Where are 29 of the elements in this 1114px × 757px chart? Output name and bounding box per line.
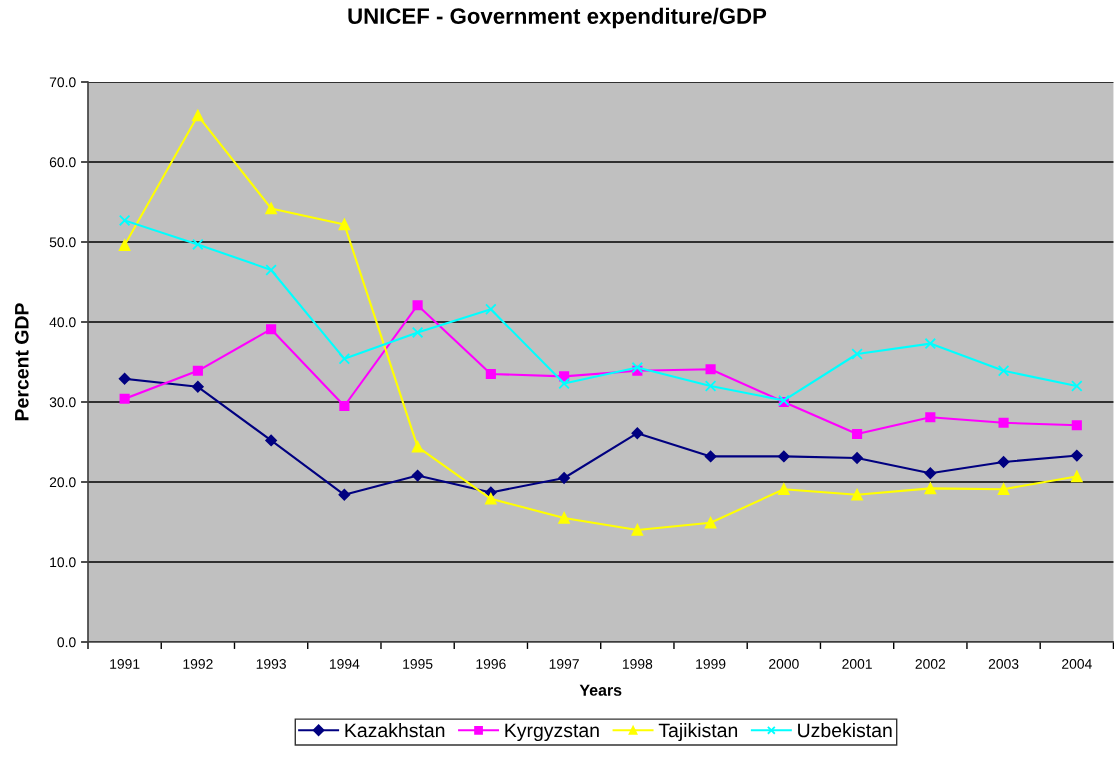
y-tick-label: 30.0 — [49, 397, 76, 408]
y-tick-label: 50.0 — [49, 237, 76, 248]
legend-label: Tajikistan — [658, 722, 738, 742]
x-tick-label: 1994 — [329, 659, 360, 669]
y-tick-label: 40.0 — [49, 317, 76, 328]
y-tick-label: 70.0 — [49, 77, 76, 88]
y-tick-label: 0.0 — [57, 637, 76, 648]
y-tick-label: 10.0 — [50, 557, 76, 568]
legend-label: Kazakhstan — [345, 722, 445, 738]
x-tick-label: 1998 — [622, 659, 653, 669]
x-tick-label: 1991 — [110, 659, 140, 669]
y-tick-label: 60.0 — [49, 157, 76, 168]
y-axis-title: Percent GDP — [14, 303, 29, 421]
x-tick-label: 2001 — [842, 659, 872, 669]
x-tick-label: 1999 — [696, 659, 726, 669]
legend-label: Kyrgyzstan — [505, 723, 599, 742]
x-tick-label: 1996 — [476, 659, 506, 669]
y-tick-label: 20.0 — [49, 477, 76, 488]
x-axis-title: Years — [579, 684, 622, 696]
x-tick-label: 1993 — [256, 659, 286, 669]
x-tick-label: 2003 — [988, 659, 1019, 669]
chart-title: UNICEF - Government expenditure/GDP — [348, 7, 767, 29]
x-tick-label: 2002 — [915, 659, 946, 669]
x-tick-label: 1992 — [183, 659, 213, 669]
x-tick-label: 2004 — [1062, 659, 1092, 669]
x-tick-label: 1995 — [403, 659, 433, 669]
legend-label: Uzbekistan — [798, 722, 892, 738]
x-tick-label: 1997 — [549, 659, 579, 669]
x-tick-label: 2000 — [769, 659, 799, 669]
